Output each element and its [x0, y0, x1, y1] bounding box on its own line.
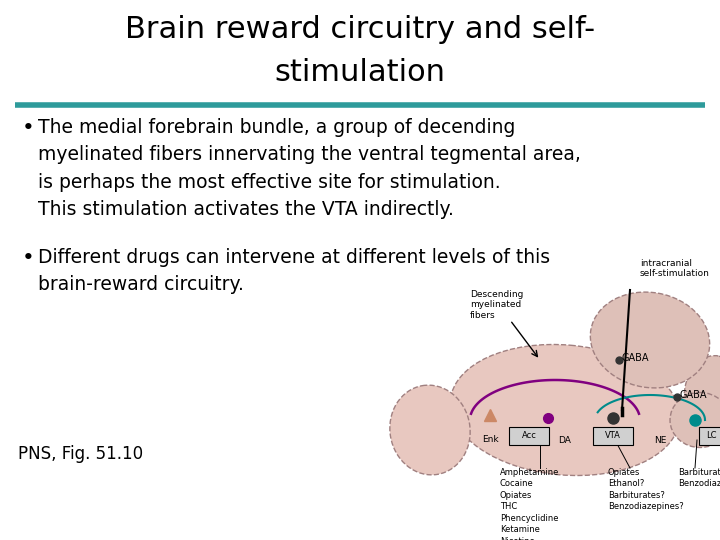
Ellipse shape — [450, 345, 680, 476]
Text: Amphetamine
Cocaine
Opiates
THC
Phencyclidine
Ketamine
Nicotine: Amphetamine Cocaine Opiates THC Phencycl… — [500, 468, 559, 540]
Text: NE: NE — [654, 436, 666, 445]
Text: GABA: GABA — [622, 353, 649, 363]
Text: Acc: Acc — [521, 431, 536, 441]
FancyBboxPatch shape — [509, 427, 549, 445]
Text: LC: LC — [706, 431, 716, 441]
Text: Brain reward circuitry and self-: Brain reward circuitry and self- — [125, 15, 595, 44]
Ellipse shape — [590, 292, 710, 388]
Text: Enk: Enk — [482, 435, 498, 444]
Text: PNS, Fig. 51.10: PNS, Fig. 51.10 — [18, 445, 143, 463]
Ellipse shape — [670, 393, 720, 448]
FancyBboxPatch shape — [699, 427, 720, 445]
Text: DA: DA — [559, 436, 572, 445]
Text: VTA: VTA — [605, 431, 621, 441]
Text: The medial forebrain bundle, a group of decending
myelinated fibers innervating : The medial forebrain bundle, a group of … — [38, 118, 581, 219]
Ellipse shape — [390, 385, 470, 475]
Text: stimulation: stimulation — [274, 58, 446, 87]
Text: Different drugs can intervene at different levels of this
brain-reward circuitry: Different drugs can intervene at differe… — [38, 248, 550, 294]
Text: •: • — [22, 118, 35, 138]
FancyBboxPatch shape — [593, 427, 633, 445]
Text: Opiates
Ethanol?
Barbiturates?
Benzodiazepines?: Opiates Ethanol? Barbiturates? Benzodiaz… — [608, 468, 684, 511]
Text: Descending
myelinated
fibers: Descending myelinated fibers — [470, 290, 523, 320]
Ellipse shape — [684, 355, 720, 424]
Text: intracranial
self-stimulation: intracranial self-stimulation — [640, 259, 710, 278]
Text: Barbiturates?
Benzodiazepines?: Barbiturates? Benzodiazepines? — [678, 468, 720, 489]
Text: •: • — [22, 248, 35, 268]
Text: GABA: GABA — [680, 390, 708, 400]
